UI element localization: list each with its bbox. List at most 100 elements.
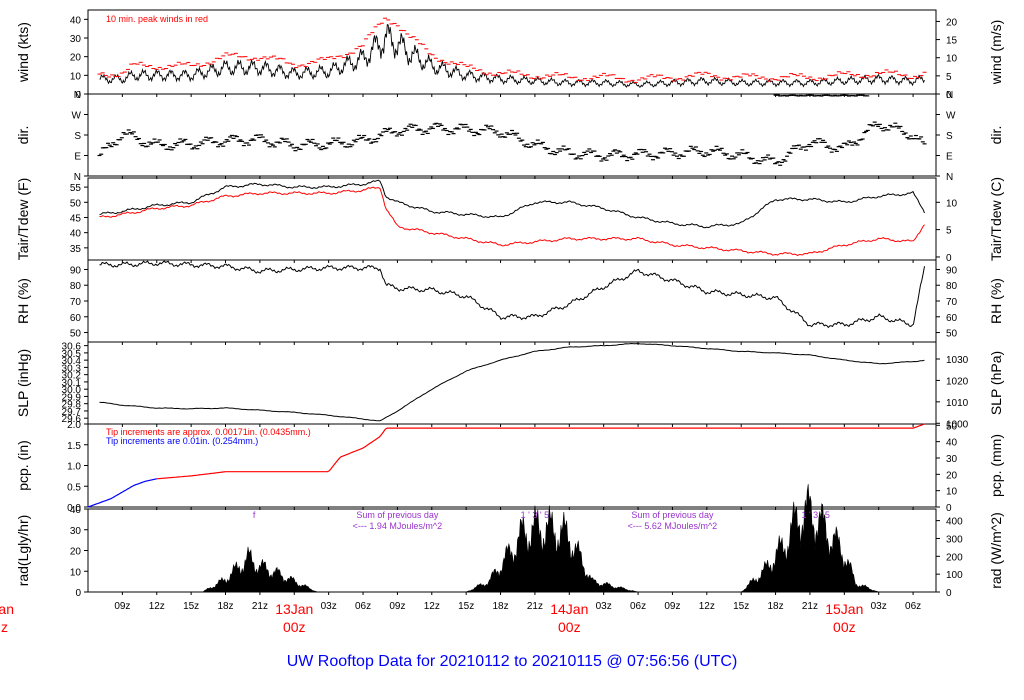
pcp-tip-note-blue: Tip increments are 0.01in. (0.254mm.) <box>106 436 258 446</box>
slp-left-axis-label: SLP (inHg) <box>15 349 31 417</box>
day-label-date: 13Jan <box>275 601 313 617</box>
temp-left-tick-label: 40 <box>70 229 82 240</box>
wind-left-tick-label: 20 <box>70 53 82 64</box>
temp-right-tick-label: 5 <box>946 226 952 237</box>
x-axis: 09z 12z 15z 18z 21z 13Jan 00z 03z 06z 09z 12z 15z 18… <box>0 601 921 635</box>
rh-right-tick-label: 70 <box>946 297 958 308</box>
clipped-day-label-hour: z <box>1 619 8 635</box>
time-tick-label: 12z <box>424 601 440 612</box>
pcp-left-tick-label: 0.0 <box>67 503 81 514</box>
day-label-date: 15Jan <box>825 601 863 617</box>
rad-right-tick-label: 300 <box>946 534 963 545</box>
day-label-hour: 00z <box>283 619 306 635</box>
rh-right-tick-label: 60 <box>946 313 958 324</box>
wind-peak-annotation: 10 min. peak winds in red <box>106 14 208 24</box>
rh-left-tick-label: 90 <box>70 265 82 276</box>
wind-right-axis-label: wind (m/s) <box>988 20 1004 86</box>
wind-left-axis-label: wind (kts) <box>15 22 31 83</box>
time-tick-label: 12z <box>149 601 165 612</box>
dir-right-tick-label: E <box>946 152 953 163</box>
slp-left-tick-label: 30.0 <box>62 385 82 396</box>
pcp-left-tick-label: 1.5 <box>67 441 81 452</box>
dir-left-tick-label: N <box>74 90 81 101</box>
dir-left-tick-label: N <box>74 172 81 183</box>
rh-left-tick-label: 60 <box>70 313 82 324</box>
time-tick-label: 03z <box>596 601 612 612</box>
rh-left-tick-label: 50 <box>70 329 82 340</box>
slp-left-tick-label: 30.3 <box>62 363 82 374</box>
slp-right-tick-label: 1020 <box>946 376 969 387</box>
wind-speed-line <box>99 23 925 88</box>
pcp-right-tick-label: 20 <box>946 470 958 481</box>
slp-left-tick-label: 29.7 <box>62 407 82 418</box>
slp-right-tick-label: 1010 <box>946 398 969 409</box>
slp-left-tick-label: 30.6 <box>62 342 82 353</box>
dir-left-tick-label: E <box>74 152 81 163</box>
rad-right-tick-label: 0 <box>946 588 952 599</box>
temp-right-axis-label: Tair/Tdew (C) <box>988 177 1004 261</box>
time-tick-label: 18z <box>492 601 508 612</box>
temp-panel-frame <box>87 177 937 261</box>
slp-right-axis-label: SLP (hPa) <box>988 351 1004 415</box>
dir-panel-frame <box>87 93 937 177</box>
chart-footer-title: UW Rooftop Data for 20210112 to 20210115… <box>287 653 738 670</box>
day-label-date: 14Jan <box>550 601 588 617</box>
rad-right-tick-label: 400 <box>946 517 963 528</box>
time-tick-label: 15z <box>733 601 749 612</box>
rh-right-tick-label: 90 <box>946 265 958 276</box>
pcp-right-tick-label: 0 <box>946 503 952 514</box>
clipped-day-label-date: an <box>0 601 14 617</box>
air-temp-line <box>99 179 925 229</box>
rh-panel-frame <box>87 259 937 343</box>
rad-daily-sum-title-1: Sum of previous day <box>356 510 439 520</box>
pcp-right-tick-label: 10 <box>946 487 958 498</box>
pcp-right-axis-label: pcp. (mm) <box>988 434 1004 497</box>
wind-right-tick-label: 15 <box>946 36 958 47</box>
slp-left-tick-label: 29.6 <box>62 414 82 425</box>
time-tick-label: 18z <box>768 601 784 612</box>
rad-hour-markers-3: 1 ' 3 ' 5 <box>801 510 829 520</box>
rad-right-tick-label: 200 <box>946 552 963 563</box>
slp-right-tick-label: 1030 <box>946 355 969 366</box>
slp-line <box>99 342 925 422</box>
time-tick-label: 21z <box>802 601 818 612</box>
pcp-tip-note-red: Tip increments are approx. 0.00171in. (0… <box>106 427 311 437</box>
time-tick-label: 03z <box>321 601 337 612</box>
rad-left-tick-label: 0 <box>75 588 81 599</box>
rad-left-tick-label: 40 <box>70 505 82 516</box>
rad-left-axis-label: rad(Lgly/hr) <box>15 515 31 587</box>
day-label-hour: 00z <box>558 619 581 635</box>
rad-hour-markers-2: 1 ' 3 ' 5 <box>521 510 549 520</box>
rh-left-axis-label: RH (%) <box>15 278 31 324</box>
rad-right-axis-label: rad (W/m^2) <box>988 512 1004 589</box>
time-tick-label: 15z <box>458 601 474 612</box>
temp-left-tick-label: 55 <box>70 183 82 194</box>
dir-right-tick-label: S <box>946 131 953 142</box>
temp-right-tick-label: 10 <box>946 198 958 209</box>
dir-left-tick-label: S <box>74 131 81 142</box>
pcp-left-axis-label: pcp. (in) <box>15 440 31 491</box>
pcp-accum-line <box>156 423 925 480</box>
wind-right-tick-label: 20 <box>946 17 958 28</box>
time-tick-label: 06z <box>905 601 921 612</box>
rh-right-tick-label: 50 <box>946 329 958 340</box>
rad-left-tick-label: 20 <box>70 547 82 558</box>
wind-left-tick-label: 0 <box>75 90 81 101</box>
time-tick-label: 03z <box>871 601 887 612</box>
time-tick-label: 21z <box>527 601 543 612</box>
day-label-hour: 00z <box>833 619 856 635</box>
slp-left-tick-label: 30.5 <box>62 349 82 360</box>
time-tick-label: 18z <box>217 601 233 612</box>
dir-left-tick-label: W <box>72 111 82 122</box>
dewpoint-line <box>99 186 925 257</box>
wind-right-tick-label: 0 <box>946 90 952 101</box>
slp-left-tick-label: 30.1 <box>62 378 82 389</box>
rad-daily-sum-value-1: <--- 1.94 MJoules/m^2 <box>353 521 443 531</box>
pcp-right-tick-label: 30 <box>946 454 958 465</box>
time-tick-label: 09z <box>664 601 680 612</box>
pcp-right-tick-label: 40 <box>946 438 958 449</box>
pcp-left-tick-label: 0.5 <box>67 482 81 493</box>
dir-right-tick-label: N <box>946 172 953 183</box>
temp-left-tick-label: 45 <box>70 213 82 224</box>
time-tick-label: 15z <box>183 601 199 612</box>
